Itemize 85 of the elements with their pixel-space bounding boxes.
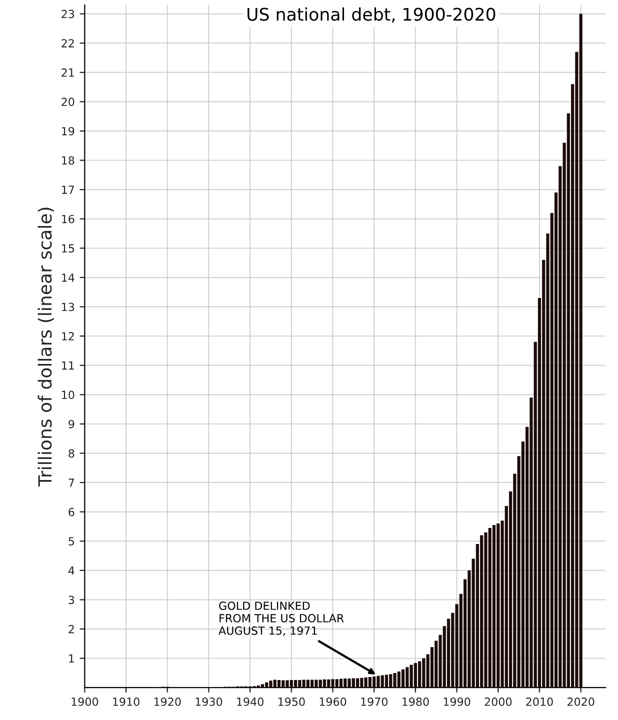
y-tick-label: 17	[62, 186, 74, 194]
bar	[496, 524, 500, 688]
bar	[306, 680, 310, 688]
bar	[480, 535, 484, 688]
y-tick-label: 9	[68, 420, 74, 428]
bar	[579, 14, 582, 688]
bar	[389, 674, 392, 688]
bar	[335, 679, 338, 688]
x-tick-label: 1960	[320, 698, 346, 706]
bar	[331, 679, 334, 688]
bar	[360, 678, 364, 688]
bar	[418, 661, 422, 688]
bar	[282, 680, 285, 688]
bar	[260, 684, 264, 688]
y-tick-label: 20	[62, 98, 74, 106]
y-tick-label: 2	[68, 624, 74, 634]
y-tick-label: 11	[62, 361, 74, 370]
bar	[380, 675, 384, 688]
bar	[327, 679, 330, 688]
x-tick-label: 1920	[154, 698, 181, 706]
bar	[310, 680, 314, 688]
bar	[302, 680, 306, 688]
y-tick-label: 19	[62, 126, 74, 136]
bar	[344, 678, 347, 688]
y-tick-label: 22	[62, 39, 74, 48]
bar	[492, 525, 496, 688]
bar	[273, 680, 276, 688]
annotation: GOLD DELINKED FROM THE US DOLLAR AUGUST 15, 1971	[218, 602, 344, 636]
bar	[314, 680, 318, 688]
bar	[414, 662, 417, 688]
bar	[298, 680, 302, 688]
bar	[406, 667, 409, 688]
bar	[376, 676, 380, 688]
y-tick-label: 21	[62, 68, 74, 77]
y-tick-label: 5	[68, 537, 74, 546]
y-tick-label: 8	[68, 449, 74, 458]
bar	[339, 678, 343, 688]
x-tick-label: 1990	[444, 698, 470, 706]
bar	[352, 678, 355, 688]
y-tick-label: 12	[62, 332, 74, 340]
bar	[294, 680, 298, 688]
y-tick-label: 1	[69, 654, 74, 663]
x-tick-label: 1940	[237, 698, 264, 706]
x-tick-label: 1900	[72, 698, 98, 706]
x-tick-label: 2020	[568, 698, 594, 706]
bar	[397, 671, 400, 688]
bar	[384, 674, 388, 688]
bar	[372, 676, 376, 688]
bar	[422, 658, 426, 688]
bar	[290, 680, 293, 688]
x-tick-label: 1950	[278, 698, 305, 706]
x-tick-label: 1910	[113, 698, 140, 706]
x-tick-label: 1970	[361, 698, 388, 706]
bar	[484, 532, 488, 688]
y-axis-title: Trillions of dollars (linear scale)	[38, 208, 54, 486]
y-tick-label: 13	[62, 302, 74, 312]
bar	[269, 680, 272, 688]
bar	[364, 677, 368, 688]
x-tick-label: 2010	[526, 698, 553, 706]
y-tick-label: 14	[62, 274, 74, 282]
bar	[488, 528, 492, 688]
bar	[410, 664, 413, 688]
bar	[318, 680, 322, 688]
y-tick-label: 18	[62, 156, 74, 165]
bar	[286, 680, 289, 688]
x-tick-label: 1930	[196, 698, 222, 706]
y-tick-label: 10	[62, 390, 74, 400]
x-tick-label: 2000	[484, 698, 512, 706]
y-tick-label: 16	[62, 214, 74, 224]
x-tick-label: 1980	[402, 698, 429, 706]
bar	[368, 677, 372, 688]
bar	[393, 672, 396, 688]
bar	[322, 679, 326, 688]
y-tick-label: 6	[68, 508, 74, 516]
bar	[277, 680, 281, 688]
y-tick-label: 23	[62, 10, 74, 18]
chart-title: US national debt, 1900-2020	[248, 7, 496, 23]
bar	[401, 669, 405, 688]
bar	[356, 678, 360, 688]
y-tick-label: 3	[68, 596, 74, 604]
bar	[265, 682, 268, 688]
y-tick-label: 15	[62, 244, 74, 253]
bar	[348, 678, 351, 688]
y-tick-label: 4	[68, 566, 74, 575]
y-tick-label: 7	[68, 478, 74, 487]
